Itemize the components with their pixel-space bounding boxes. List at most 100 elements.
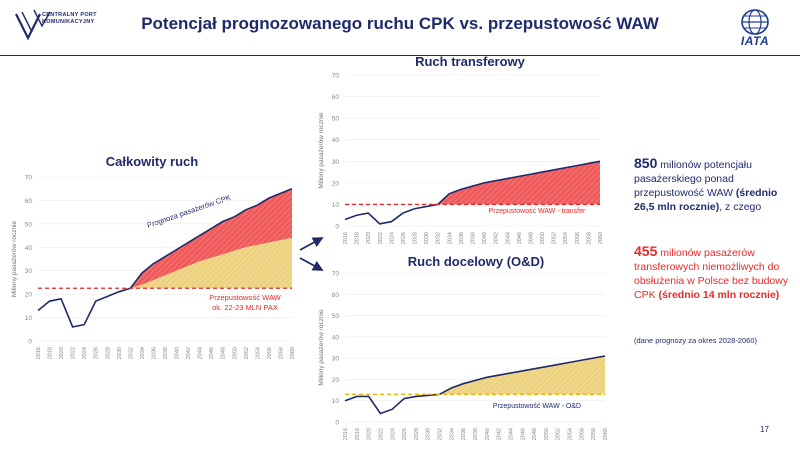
- chart0-series-line: [37, 187, 293, 328]
- chart0-xtick-label: 2052: [244, 347, 250, 359]
- cpk-logo-line-2: KOMUNIKACYJNY: [42, 19, 95, 25]
- chart2-xtick-label: 2048: [532, 428, 538, 440]
- header: CENTRALNY PORT KOMUNIKACYJNY Potencjał p…: [0, 0, 800, 58]
- chart0-title: Całkowity ruch: [106, 154, 199, 169]
- chart2-xtick-label: 2054: [568, 428, 574, 440]
- chart2-ytick-label: 30: [332, 356, 340, 363]
- header-divider: [0, 55, 800, 56]
- chart1-xtick-label: 2060: [598, 232, 604, 244]
- chart1-ytick-label: 10: [332, 202, 340, 209]
- side-p1-text: milionów potencjału pasażerskiego ponad …: [634, 159, 752, 199]
- chart1-ylabel: Miliony pasażerów rocznie: [318, 112, 325, 189]
- chart0-ylabel: Miliony pasażerów rocznie: [11, 221, 18, 298]
- chart0-ytick-label: 40: [25, 245, 33, 252]
- chart1-excess-area: [345, 161, 600, 205]
- chart1-xtick-label: 2030: [424, 232, 430, 244]
- side-p2-number: 455: [634, 243, 658, 259]
- chart0-ytick-label: 10: [25, 315, 33, 322]
- chart1-xtick-label: 2024: [389, 232, 395, 244]
- chart2-xtick-label: 2044: [508, 428, 514, 440]
- chart0-xtick-label: 2022: [71, 347, 77, 359]
- chart1-ytick-label: 30: [332, 159, 340, 166]
- chart2-xtick-label: 2060: [603, 428, 609, 440]
- chart0-ytick-label: 20: [25, 292, 33, 299]
- chart2-xtick-label: 2018: [355, 428, 361, 440]
- chart1-ytick-label: 40: [332, 137, 340, 144]
- chart0-xtick-label: 2018: [48, 347, 54, 359]
- chart1-xtick-label: 2022: [378, 232, 384, 244]
- chart0-xtick-label: 2044: [198, 347, 204, 359]
- chart2-xtick-label: 2036: [461, 428, 467, 440]
- chart1-xtick-label: 2052: [552, 232, 558, 244]
- chart0-xtick-label: 2028: [105, 347, 111, 359]
- chart2-xtick-label: 2050: [544, 428, 550, 440]
- chart0-xtick-label: 2030: [117, 347, 123, 359]
- reference-sublabel-total: ok. 22-23 MLN PAX: [212, 303, 278, 312]
- chart2-xtick-label: 2040: [485, 428, 491, 440]
- chart1-xtick-label: 2034: [447, 232, 453, 244]
- chart1-title: Ruch transferowy: [415, 54, 526, 69]
- chart0-transfer-area: [38, 188, 292, 289]
- chart2-xtick-label: 2058: [591, 428, 597, 440]
- chart0-ytick-label: 50: [25, 221, 33, 228]
- side-paragraph-2: 455 milionów pasażerów transferowych nie…: [634, 244, 794, 302]
- chart1-xtick-label: 2038: [471, 232, 477, 244]
- chart0-xtick-label: 2056: [267, 347, 273, 359]
- chart0-ytick-label: 30: [25, 268, 33, 275]
- chart2-xtick-label: 2056: [579, 428, 585, 440]
- reference-label-transfer: Przepustowość WAW - transfer: [489, 208, 586, 215]
- chart0-ytick-label: 60: [25, 198, 33, 205]
- chart0-xtick-label: 2024: [82, 347, 88, 359]
- chart1-ytick-label: 20: [332, 180, 340, 187]
- chart1-xtick-label: 2046: [517, 232, 523, 244]
- chart0-xtick-label: 2034: [140, 347, 146, 359]
- chart0-xtick-label: 2020: [59, 347, 65, 359]
- chart2-ytick-label: 0: [335, 420, 339, 427]
- chart2-xtick-label: 2046: [520, 428, 526, 440]
- chart0-xtick-label: 2026: [94, 347, 100, 359]
- chart0-xtick-label: 2032: [128, 347, 134, 359]
- chart0-xtick-label: 2046: [209, 347, 215, 359]
- chart1-xtick-label: 2050: [540, 232, 546, 244]
- chart1-ytick-label: 60: [332, 94, 340, 101]
- chart0-xtick-label: 2016: [36, 347, 42, 359]
- chart0-ytick-label: 70: [25, 175, 33, 182]
- chart2-xtick-label: 2030: [426, 428, 432, 440]
- chart0-xtick-label: 2042: [186, 347, 192, 359]
- side-p1-bold: (średnio 26,5 mln rocznie): [634, 187, 778, 213]
- chart0-xtick-label: 2050: [232, 347, 238, 359]
- chart1-xtick-label: 2028: [413, 232, 419, 244]
- chart0-xtick-label: 2036: [151, 347, 157, 359]
- chart1-xtick-label: 2058: [586, 232, 592, 244]
- chart2-title: Ruch docelowy (O&D): [408, 254, 545, 269]
- chart1-xtick-label: 2016: [343, 232, 349, 244]
- chart2-xtick-label: 2020: [367, 428, 373, 440]
- page-title: Potencjał prognozowanego ruchu CPK vs. p…: [141, 14, 659, 33]
- chart2-xtick-label: 2028: [414, 428, 420, 440]
- arrow-to-transfer-chart: [299, 237, 324, 251]
- chart0-ytick-label: 0: [28, 339, 32, 346]
- chart1-ytick-label: 0: [335, 224, 339, 231]
- chart0-xtick-label: 2040: [175, 347, 181, 359]
- chart1-xtick-label: 2044: [505, 232, 511, 244]
- chart2-ytick-label: 50: [332, 313, 340, 320]
- chart1-ytick-label: 50: [332, 116, 340, 123]
- page-number: 17: [760, 425, 769, 434]
- iata-logo-text: IATA: [740, 34, 770, 48]
- chart2-excess-area: [345, 356, 605, 395]
- chart2-xtick-label: 2052: [556, 428, 562, 440]
- forecast-note: (dane prognozy za okres 2028-2060): [634, 336, 757, 345]
- side-paragraph-1: 850 milionów potencjału pasażerskiego po…: [634, 156, 794, 214]
- chart2-ytick-label: 40: [332, 334, 340, 341]
- chart1-xtick-label: 2018: [355, 232, 361, 244]
- chart0-od-area: [38, 237, 292, 289]
- chart2-ytick-label: 20: [332, 377, 340, 384]
- chart2-xtick-label: 2016: [343, 428, 349, 440]
- chart0-xtick-label: 2038: [163, 347, 169, 359]
- chart2-xtick-label: 2022: [378, 428, 384, 440]
- cpk-logo-line-1: CENTRALNY PORT: [42, 12, 97, 18]
- reference-label-total: Przepustowość WAW: [209, 293, 281, 302]
- side-p1-number: 850: [634, 155, 658, 171]
- chart0-xtick-label: 2058: [278, 347, 284, 359]
